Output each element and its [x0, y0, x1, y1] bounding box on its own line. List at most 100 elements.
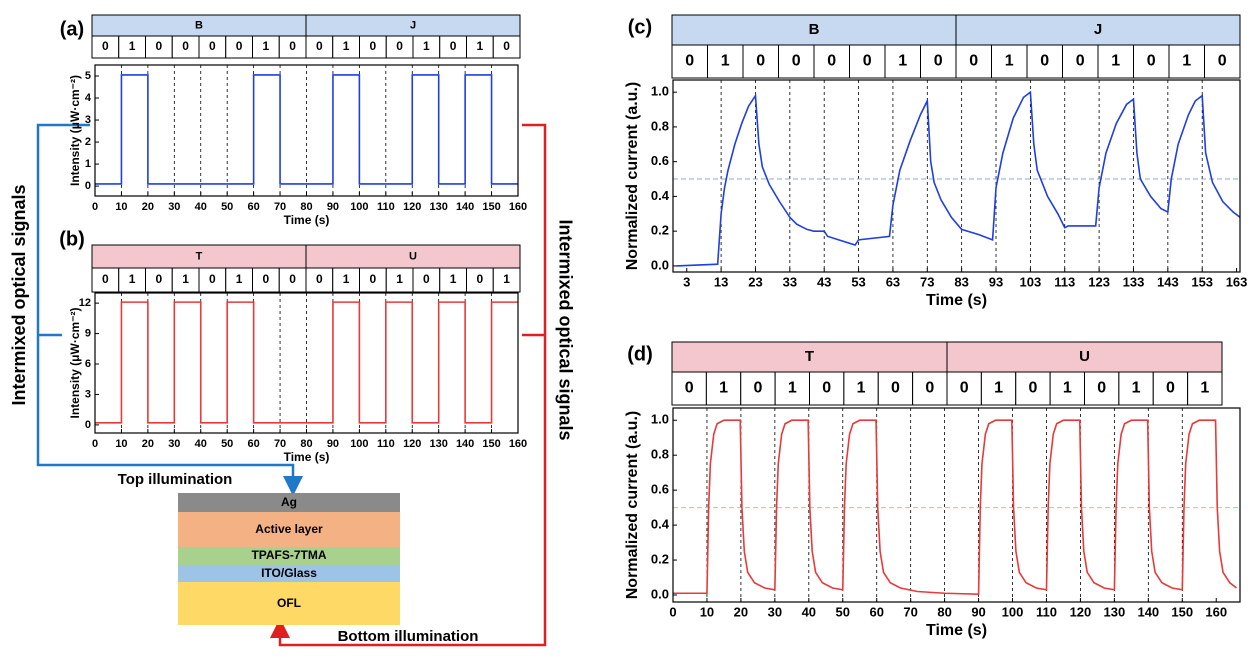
bit-label: 1	[1005, 53, 1014, 70]
x-tick-label: 80	[937, 604, 951, 619]
x-tick-label: 113	[1054, 274, 1075, 289]
plot-frame	[94, 64, 519, 197]
x-tick-label: 123	[1088, 274, 1110, 289]
y-tick-label: 1	[85, 158, 91, 170]
x-tick-label: 100	[1002, 604, 1024, 619]
plot-frame	[672, 79, 1241, 273]
x-tick-label: 0	[92, 201, 98, 213]
bit-label: 1	[343, 272, 350, 286]
y-tick-label: 1.0	[651, 84, 669, 99]
x-tick-label: 140	[1137, 604, 1159, 619]
x-tick-label: 50	[221, 201, 233, 213]
bit-label: 0	[156, 39, 163, 53]
x-tick-label: 0	[92, 438, 98, 450]
bit-label: 1	[719, 380, 728, 397]
x-tick-label: 63	[886, 274, 900, 289]
bit-label: 1	[129, 272, 136, 286]
bit-cell	[1204, 44, 1241, 79]
header-group-label: B	[195, 19, 203, 31]
y-tick-label: 0.0	[651, 586, 669, 601]
bit-label: 0	[1040, 53, 1049, 70]
bit-label: 0	[289, 272, 296, 286]
y-tick-label: 0.8	[651, 447, 669, 462]
x-tick-label: 50	[221, 438, 233, 450]
x-tick-label: 100	[350, 438, 368, 450]
x-tick-label: 93	[989, 274, 1003, 289]
y-tick-label: 0.6	[651, 153, 669, 168]
x-tick-label: 110	[377, 201, 395, 213]
x-tick-label: 30	[768, 604, 782, 619]
bit-label: 0	[102, 39, 109, 53]
bit-label: 1	[1063, 380, 1072, 397]
x-tick-label: 160	[509, 438, 527, 450]
y-tick-label: 0.4	[651, 188, 670, 203]
bit-label: 1	[1111, 53, 1120, 70]
x-tick-label: 13	[714, 274, 728, 289]
x-tick-label: 90	[327, 201, 339, 213]
header-group-label: J	[410, 19, 416, 31]
y-tick-label: 5	[85, 70, 91, 82]
y-tick-label: 0.2	[651, 551, 669, 566]
y-tick-label: 4	[85, 92, 92, 104]
x-tick-label: 150	[482, 438, 500, 450]
bit-label: 0	[792, 53, 801, 70]
bit-label: 0	[316, 272, 323, 286]
bit-label: 1	[343, 39, 350, 53]
y-tick-label: 0.6	[651, 482, 669, 497]
bit-cell	[740, 371, 776, 406]
bit-label: 0	[863, 53, 872, 70]
bit-label: 1	[477, 39, 484, 53]
bit-label: 0	[1166, 380, 1175, 397]
x-tick-label: 140	[456, 201, 474, 213]
x-axis-label: Time (s)	[284, 450, 330, 464]
bit-cell	[1168, 44, 1205, 79]
bit-label: 1	[503, 272, 510, 286]
y-tick-label: 9	[85, 327, 91, 339]
x-tick-label: 33	[783, 274, 797, 289]
bit-label: 1	[994, 380, 1003, 397]
x-tick-label: 50	[836, 604, 850, 619]
x-tick-label: 30	[168, 201, 180, 213]
layer	[178, 493, 400, 512]
layer	[178, 582, 400, 625]
bit-label: 1	[450, 272, 457, 286]
x-tick-label: 23	[748, 274, 762, 289]
bit-cell	[359, 267, 387, 293]
bit-cell	[1118, 371, 1154, 406]
data-line	[673, 419, 1238, 595]
plot-frame	[672, 407, 1241, 603]
x-tick-label: 120	[1070, 604, 1092, 619]
bit-cell	[912, 371, 948, 406]
data-line	[95, 74, 518, 185]
y-axis-label: Normalized current (a.u.)	[624, 82, 641, 270]
header-group-label: T	[805, 348, 814, 365]
x-tick-label: 3	[683, 274, 690, 289]
x-tick-label: 150	[482, 201, 500, 213]
y-tick-label: 12	[79, 297, 91, 309]
header-group-label: T	[196, 250, 203, 262]
x-tick-label: 40	[195, 438, 207, 450]
y-tick-label: 3	[85, 388, 91, 400]
x-tick-label: 40	[802, 604, 816, 619]
y-tick-label: 0	[85, 419, 91, 431]
bit-cell	[1026, 44, 1063, 79]
bit-label: 0	[685, 380, 694, 397]
x-tick-label: 30	[168, 438, 180, 450]
x-tick-label: 130	[430, 438, 448, 450]
layer-label: Active layer	[255, 522, 323, 536]
bit-cell	[466, 267, 494, 293]
y-axis-label: Intensity (μW·cm⁻²)	[68, 307, 82, 418]
bit-label: 0	[969, 53, 978, 70]
x-tick-label: 90	[971, 604, 985, 619]
red-connector	[270, 123, 547, 647]
x-tick-label: 110	[1036, 604, 1057, 619]
x-tick-label: 160	[509, 201, 527, 213]
bit-label: 1	[898, 53, 907, 70]
bit-cell	[1015, 371, 1051, 406]
bit-cell	[1084, 371, 1120, 406]
x-tick-label: 70	[274, 438, 286, 450]
y-tick-label: 0.2	[651, 223, 669, 238]
bit-cell	[1062, 44, 1099, 79]
data-line	[95, 301, 518, 424]
bit-cell	[171, 267, 200, 293]
